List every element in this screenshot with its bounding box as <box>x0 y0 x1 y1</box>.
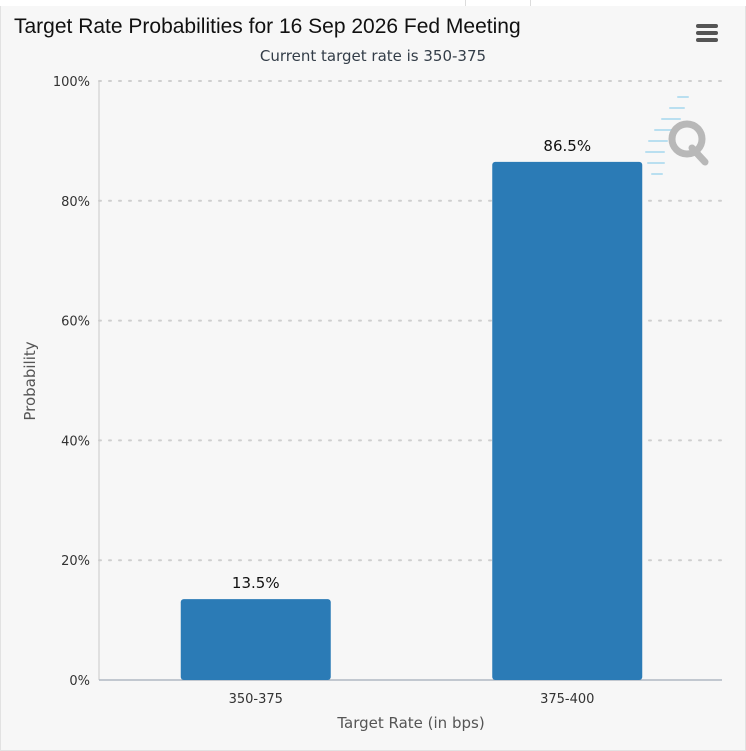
border-tick <box>465 0 466 6</box>
bar <box>180 599 331 680</box>
q-logo-icon <box>645 96 709 175</box>
y-tick-label: 100% <box>53 75 90 90</box>
x-tick-labels: 350-375 375-400 <box>229 692 595 707</box>
x-tick-label: 350-375 <box>229 692 283 707</box>
menu-line <box>696 38 718 42</box>
y-tick-label: 80% <box>61 195 90 210</box>
menu-line <box>696 24 718 28</box>
bar <box>492 161 643 681</box>
x-tick-label: 375-400 <box>540 692 594 707</box>
data-labels: 13.5% 86.5% <box>232 137 591 592</box>
x-axis-label: Target Rate (in bps) <box>336 714 484 732</box>
data-label: 86.5% <box>543 137 591 155</box>
y-tick-label: 0% <box>69 674 90 689</box>
hamburger-menu-icon[interactable] <box>694 22 720 44</box>
menu-line <box>696 31 718 35</box>
y-tick-label: 20% <box>61 554 90 569</box>
top-border-strip <box>0 0 746 6</box>
data-label: 13.5% <box>232 574 280 592</box>
bar-series <box>180 161 643 681</box>
y-tick-label: 40% <box>61 434 90 449</box>
chart-subtitle: Current target rate is 350-375 <box>259 47 487 65</box>
border-tick <box>530 0 531 6</box>
y-tick-label: 60% <box>61 315 90 330</box>
y-axis-label: Probability <box>21 341 39 420</box>
chart-title: Target Rate Probabilities for 16 Sep 202… <box>14 15 521 38</box>
y-tick-labels: 0% 20% 40% 60% 80% 100% <box>53 75 90 689</box>
